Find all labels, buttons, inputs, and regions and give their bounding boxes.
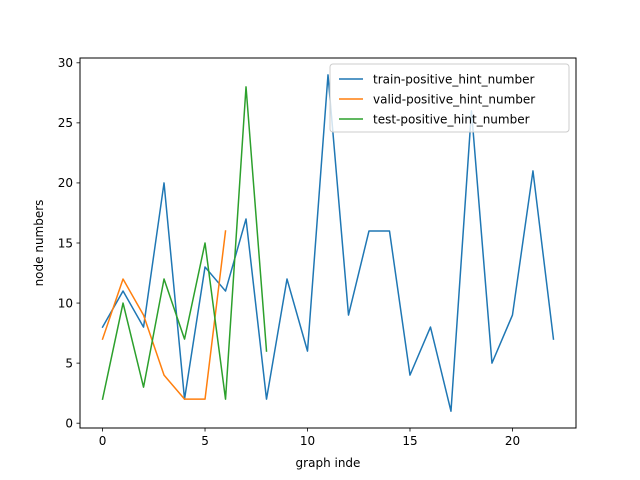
plot-area [101, 74, 555, 412]
y-tick-label: 25 [58, 116, 73, 130]
y-tick-label: 5 [65, 356, 73, 370]
x-tick-label: 10 [300, 434, 315, 448]
y-tick-label: 0 [65, 416, 73, 430]
series-line-0 [101, 74, 555, 412]
legend-entry-1: valid-positive_hint_number [373, 92, 535, 106]
y-axis-ticks: 0 5 10 15 20 25 30 [58, 56, 80, 430]
series-line-1 [101, 230, 227, 400]
legend-box [329, 63, 570, 133]
series-line-2 [101, 86, 268, 401]
legend: train-positive_hint_number valid-positive… [329, 63, 570, 133]
y-tick-label: 20 [58, 176, 73, 190]
x-tick-label: 5 [201, 434, 209, 448]
x-axis-ticks: 0 5 10 15 20 [99, 428, 520, 448]
x-tick-label: 20 [505, 434, 520, 448]
y-tick-label: 15 [58, 236, 73, 250]
y-tick-label: 30 [58, 56, 73, 70]
x-tick-label: 0 [99, 434, 107, 448]
y-axis-label: node numbers [32, 200, 46, 287]
legend-entry-2: test-positive_hint_number [373, 112, 530, 126]
x-axis-label: graph inde [296, 456, 361, 470]
x-tick-label: 15 [402, 434, 417, 448]
legend-entry-0: train-positive_hint_number [373, 72, 534, 86]
y-tick-label: 10 [58, 296, 73, 310]
